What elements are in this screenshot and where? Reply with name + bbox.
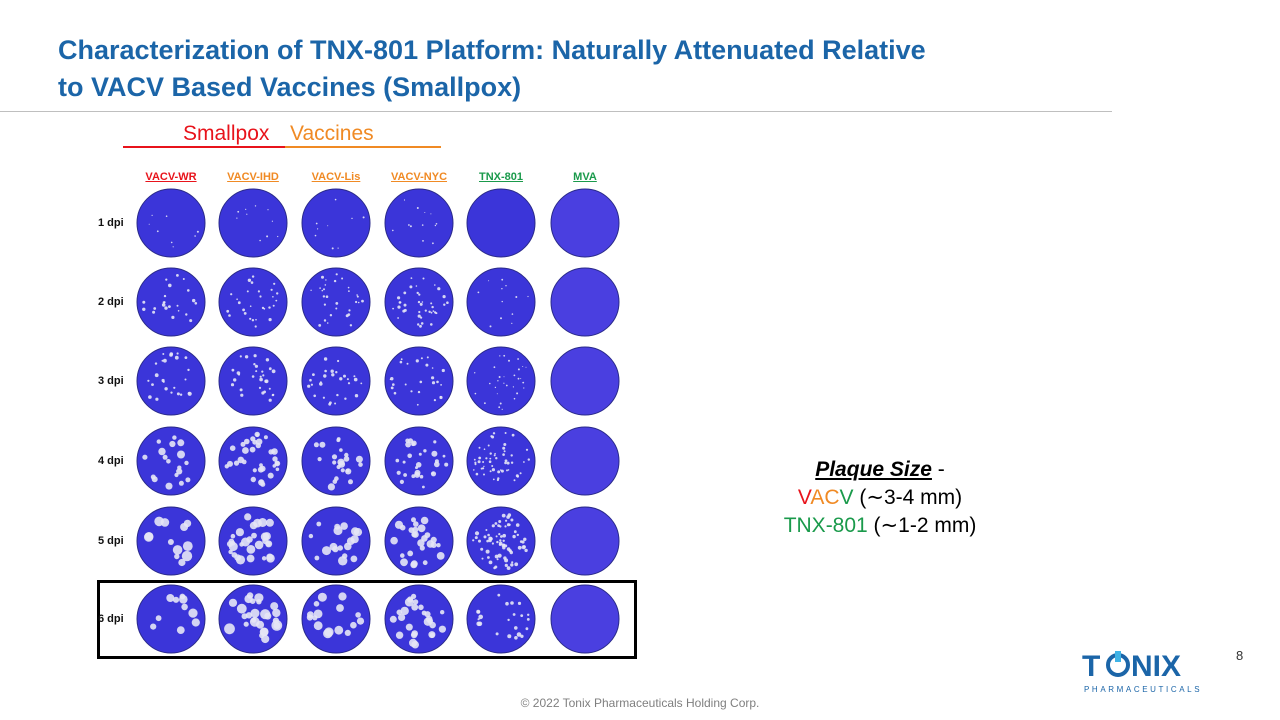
plate-mva-2-dpi — [550, 267, 620, 337]
plate-tnx-801-6-dpi — [466, 584, 536, 654]
plate-vacv-lis-1-dpi — [301, 188, 371, 258]
column-label-tnx-801: TNX-801 — [478, 171, 524, 183]
plate-vacv-nyc-6-dpi — [384, 584, 454, 654]
column-label-vacv-wr: VACV-WR — [145, 171, 197, 183]
plate-vacv-wr-2-dpi — [136, 267, 206, 337]
smallpox-vaccines-heading: Smallpox Vaccines — [123, 121, 441, 149]
plate-mva-4-dpi — [550, 426, 620, 496]
title-divider — [0, 111, 1112, 112]
plate-tnx-801-5-dpi — [466, 506, 536, 576]
tnx-name: TNX-801 — [783, 514, 868, 537]
row-label-6-dpi: 6 dpi — [98, 613, 124, 625]
copyright-footer: © 2022 Tonix Pharmaceuticals Holding Cor… — [520, 696, 760, 710]
plate-vacv-lis-4-dpi — [301, 426, 371, 496]
plate-tnx-801-2-dpi — [466, 267, 536, 337]
plate-vacv-nyc-4-dpi — [384, 426, 454, 496]
heading-underline-orange — [285, 146, 441, 148]
plate-vacv-lis-3-dpi — [301, 346, 371, 416]
slide-title: Characterization of TNX-801 Platform: Na… — [58, 32, 1138, 106]
vacv-letter-a: A — [810, 486, 825, 509]
plate-vacv-lis-2-dpi — [301, 267, 371, 337]
plate-mva-3-dpi — [550, 346, 620, 416]
highlight-6dpi-box — [97, 580, 637, 659]
plate-vacv-ihd-6-dpi — [218, 584, 288, 654]
plate-vacv-lis-5-dpi — [301, 506, 371, 576]
plate-tnx-801-4-dpi — [466, 426, 536, 496]
logo-letter-t: T — [1082, 650, 1100, 683]
tnx-size-value: (∼1-2 mm) — [867, 514, 977, 537]
vacv-letter-v2: V — [839, 486, 854, 509]
heading-word-smallpox: Smallpox — [183, 122, 270, 145]
slide-title-line2: to VACV Based Vaccines (Smallpox) — [58, 72, 522, 102]
plate-mva-5-dpi — [550, 506, 620, 576]
plate-tnx-801-3-dpi — [466, 346, 536, 416]
plate-vacv-wr-4-dpi — [136, 426, 206, 496]
row-label-4-dpi: 4 dpi — [98, 455, 124, 467]
row-label-5-dpi: 5 dpi — [98, 535, 124, 547]
plate-mva-6-dpi — [550, 584, 620, 654]
plate-vacv-wr-6-dpi — [136, 584, 206, 654]
logo-tagline: PHARMACEUTICALS — [1084, 685, 1202, 694]
heading-underline-red — [123, 146, 285, 148]
plate-tnx-801-1-dpi — [466, 188, 536, 258]
plaque-size-heading: Plaque Size — [815, 458, 932, 481]
column-label-vacv-ihd: VACV-IHD — [227, 171, 279, 183]
plate-vacv-wr-3-dpi — [136, 346, 206, 416]
plate-vacv-lis-6-dpi — [301, 584, 371, 654]
vacv-letter-c: C — [824, 486, 840, 509]
heading-word-vaccines: Vaccines — [290, 122, 374, 145]
tonix-logo: T NIX PHARMACEUTICALS — [1082, 650, 1202, 694]
page-number: 8 — [1236, 648, 1244, 663]
vacv-size-value: (∼3-4 mm) — [853, 486, 963, 509]
plate-vacv-ihd-5-dpi — [218, 506, 288, 576]
plate-vacv-nyc-3-dpi — [384, 346, 454, 416]
column-label-vacv-lis: VACV-Lis — [311, 171, 361, 183]
column-label-vacv-nyc: VACV-NYC — [390, 171, 448, 183]
plaque-assay-figure: VACV-WR VACV-IHD VACV-Lis VACV-NYC TNX-801 MV… — [90, 165, 650, 665]
plate-vacv-wr-1-dpi — [136, 188, 206, 258]
plate-mva-1-dpi — [550, 188, 620, 258]
column-label-mva: MVA — [573, 171, 597, 183]
plate-vacv-nyc-1-dpi — [384, 188, 454, 258]
plaque-size-dash: - — [931, 458, 945, 481]
plate-vacv-nyc-5-dpi — [384, 506, 454, 576]
vacv-size-line: VACV (∼3-4 mm) — [730, 484, 1030, 512]
plate-vacv-ihd-3-dpi — [218, 346, 288, 416]
plate-vacv-ihd-1-dpi — [218, 188, 288, 258]
plate-vacv-ihd-2-dpi — [218, 267, 288, 337]
vacv-letter-v1: V — [797, 486, 811, 509]
row-label-3-dpi: 3 dpi — [98, 375, 124, 387]
logo-letters-nix: NIX — [1131, 650, 1181, 683]
slide-title-line1: Characterization of TNX-801 Platform: Na… — [58, 35, 926, 65]
row-label-2-dpi: 2 dpi — [98, 296, 124, 308]
plaque-size-callout: Plaque Size - VACV (∼3-4 mm) TNX-801 (∼1… — [730, 456, 1030, 540]
plate-vacv-ihd-4-dpi — [218, 426, 288, 496]
plate-vacv-wr-5-dpi — [136, 506, 206, 576]
tnx-size-line: TNX-801 (∼1-2 mm) — [730, 512, 1030, 540]
row-label-1-dpi: 1 dpi — [98, 217, 124, 229]
plate-vacv-nyc-2-dpi — [384, 267, 454, 337]
logo-power-bar-icon — [1115, 651, 1121, 662]
